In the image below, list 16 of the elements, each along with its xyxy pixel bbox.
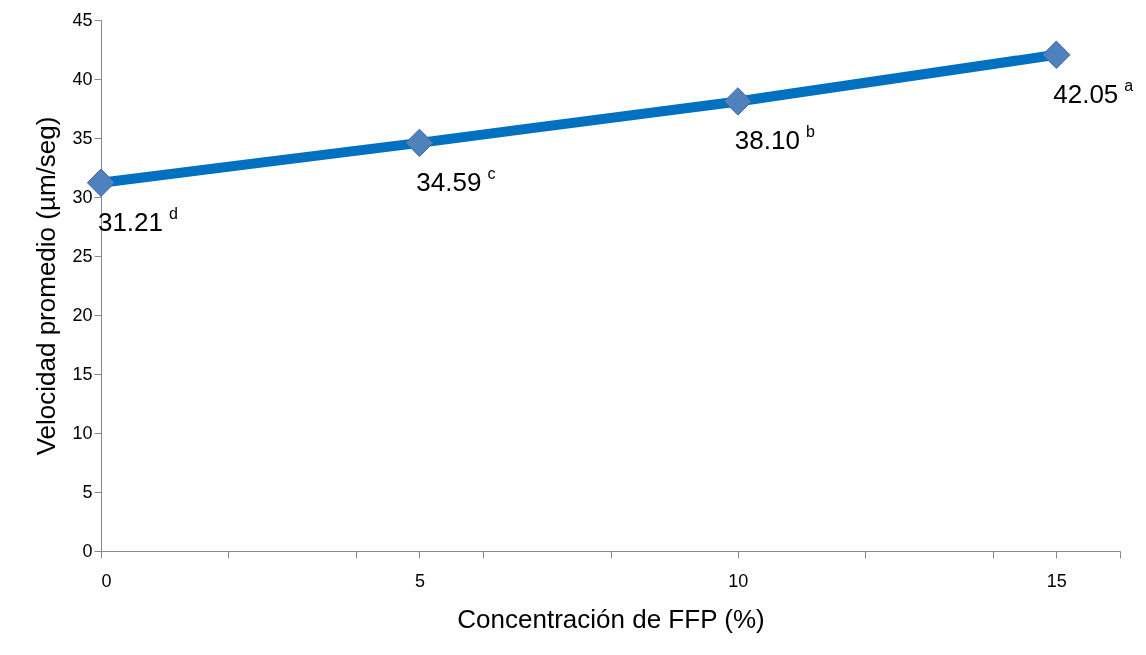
y-tick-label: 5 — [82, 481, 93, 502]
y-tick-label: 30 — [72, 186, 93, 207]
y-tick-label: 20 — [72, 304, 93, 325]
y-tick-label: 15 — [72, 363, 93, 384]
y-axis-title: Velocidad promedio (µm/seg) — [31, 116, 62, 456]
y-tick-label: 25 — [72, 245, 93, 266]
x-tick-label: 5 — [414, 570, 425, 591]
y-tick-label: 10 — [72, 422, 93, 443]
y-tick-label: 45 — [72, 9, 93, 30]
x-tick-label: 15 — [1046, 570, 1067, 591]
x-tick-label: 10 — [728, 570, 749, 591]
y-tick-label: 40 — [72, 68, 93, 89]
x-tick-label: 0 — [101, 570, 112, 591]
y-tick-label: 0 — [82, 540, 93, 561]
x-axis-title: Concentración de FFP (%) — [457, 603, 765, 634]
y-tick-label: 35 — [72, 127, 93, 148]
